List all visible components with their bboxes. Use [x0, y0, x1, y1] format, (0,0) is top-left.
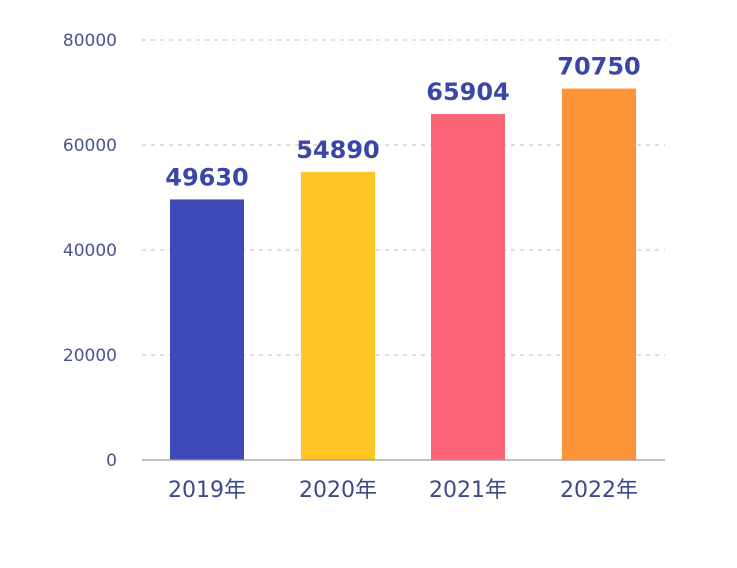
data-label: 49630 [165, 163, 249, 191]
bars [170, 88, 636, 460]
x-category-label: 2020年 [299, 478, 377, 503]
y-tick-label: 80000 [63, 31, 117, 51]
y-tick-label: 40000 [63, 241, 117, 261]
data-label: 54890 [296, 136, 380, 164]
y-tick-label: 20000 [63, 346, 117, 366]
bar-2022 [562, 88, 636, 460]
bar-2019 [170, 199, 244, 460]
x-category-label: 2022年 [560, 478, 638, 503]
x-category-label: 2019年 [168, 478, 246, 503]
y-axis-ticks: 0 20000 40000 60000 80000 [63, 31, 117, 471]
y-tick-label: 60000 [63, 136, 117, 156]
y-tick-label: 0 [106, 451, 117, 471]
data-label: 65904 [426, 78, 510, 106]
x-axis-categories: 2019年 2020年 2021年 2022年 [168, 478, 638, 503]
data-label: 70750 [557, 53, 641, 81]
bar-2021 [431, 114, 505, 460]
data-labels: 49630 54890 65904 70750 [165, 53, 641, 192]
bar-2020 [301, 171, 375, 460]
x-category-label: 2021年 [429, 478, 507, 503]
